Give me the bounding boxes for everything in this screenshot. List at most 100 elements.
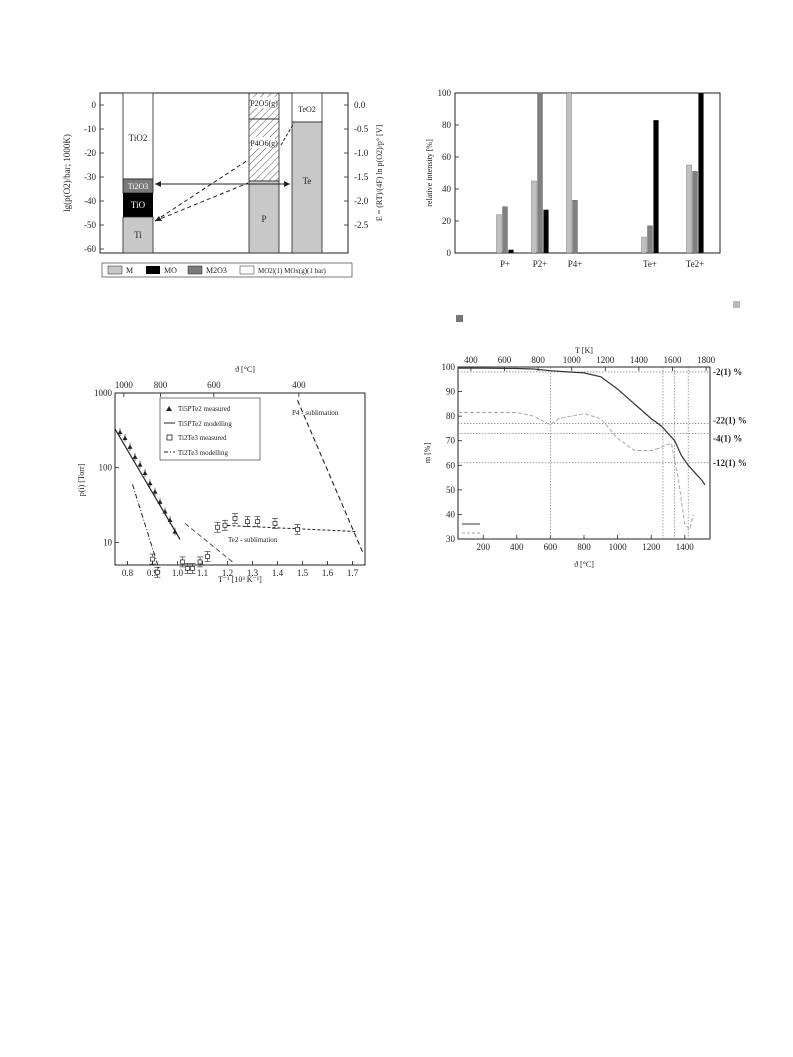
annotation: P4 - sublimation (292, 409, 339, 417)
tick-label: -1.0 (354, 148, 369, 158)
data-point (162, 508, 168, 514)
tga-figure: 200 400 600 800 1000 1200 1400 30 40 50 60 70 80 90 10… (423, 346, 747, 569)
data-point (150, 556, 155, 562)
bar (537, 92, 543, 254)
column-label: Ti2O3 (128, 182, 149, 191)
data-point (272, 521, 278, 526)
legend-label: MO2|(1) MOx(g)(1 bar) (258, 267, 327, 275)
top-tick-label: 1800 (697, 355, 716, 365)
plot-frame (99, 92, 349, 254)
category-label: P2+ (533, 259, 548, 269)
top-tick-label: 600 (498, 355, 512, 365)
y-axis-label: m [%] (423, 443, 432, 464)
tick-label: 0.0 (354, 100, 366, 110)
legend: Ti5PTe2 measured Ti5PTe2 modelling Ti2Te… (159, 397, 261, 461)
plot-frame (457, 366, 711, 540)
plot-frame (114, 392, 366, 566)
mass-loss-label: -12(1) % (713, 458, 747, 468)
legend-label: Ti5PTe2 modelling (178, 420, 232, 428)
bar (572, 200, 578, 254)
top-tick-label: 800 (154, 380, 168, 390)
marker-square (733, 301, 740, 308)
tio2-region (122, 92, 154, 180)
top-tick-label: 1200 (596, 355, 615, 365)
plot-frame (454, 92, 721, 254)
x-axis-label: T⁻¹ [10³ K⁻¹] (218, 575, 262, 584)
y-tick-label: 30 (446, 534, 456, 544)
data-point (197, 559, 203, 565)
data-point (205, 554, 210, 559)
column-label: TiO2 (129, 133, 148, 143)
x-tick-label: 1.1 (197, 568, 208, 578)
mass-loss-label: -2(1) % (713, 367, 742, 377)
tick-label: -1.5 (354, 172, 369, 182)
x-tick-label: 1.2 (222, 568, 233, 578)
x-tick-label: 200 (476, 542, 490, 552)
vapor-pressure-figure: 0.8 0.9 1.0 1.1 1.2 1.3 1.4 1.5 1.6 1.7 10 100 10001… (77, 365, 366, 584)
bar (531, 180, 537, 254)
bar (647, 225, 653, 254)
data-point (117, 429, 123, 435)
mass-loss-labels: -2(1) % -22(1) % -4(1) % -12(1) % (713, 367, 747, 468)
data-point (152, 489, 158, 494)
te2-sublimation-line (184, 523, 233, 563)
data-point (185, 566, 190, 571)
mass-curve (458, 367, 706, 486)
reaction-arrows (154, 122, 295, 222)
x-tick-label: 1.5 (297, 568, 309, 578)
data-point (295, 526, 300, 532)
bar (653, 120, 659, 254)
data-point (142, 470, 148, 476)
intensity-figure: 0 20 40 60 80 100 P+ P2+ P4+ Te+ Te2+ relative in… (425, 88, 721, 269)
data-point (167, 517, 173, 522)
bar (496, 214, 502, 254)
y-tick-label: 40 (442, 184, 452, 194)
bar (641, 236, 647, 254)
y-tick-label: 50 (446, 485, 456, 495)
tick-label: -30 (84, 172, 96, 182)
marker-square (456, 315, 463, 322)
bars (496, 92, 704, 254)
p-region (248, 180, 280, 254)
series-points (117, 428, 301, 578)
data-point (147, 480, 153, 486)
bar (502, 206, 508, 254)
y-tick-label: 70 (446, 436, 456, 446)
tio-region (123, 193, 153, 217)
column-label: P2O5(g) (250, 99, 278, 108)
x-tick-label: 0.8 (122, 568, 134, 578)
tick-label: -0.5 (354, 124, 369, 134)
y-tick-label: 20 (442, 216, 452, 226)
tick-label: -50 (84, 220, 96, 230)
tick-label: -60 (84, 244, 96, 254)
data-point (137, 462, 143, 467)
ti2te3-trend-line (222, 524, 358, 533)
data-point (122, 435, 128, 441)
x-tick-label: 0.9 (147, 568, 159, 578)
data-point (132, 454, 138, 459)
axes: 200 400 600 800 1000 1200 1400 30 40 50 60 70 80 90 10… (442, 355, 716, 552)
bar (686, 164, 692, 254)
y-axis: 0 20 40 60 80 100 (438, 88, 459, 258)
x-tick-label: 1.3 (247, 568, 259, 578)
mass-loss-label: -4(1) % (713, 433, 742, 443)
data-point (222, 522, 228, 528)
x-tick-label: 1.6 (322, 568, 334, 578)
top-axis-label: T [K] (575, 346, 593, 355)
te-region (291, 121, 323, 254)
x-tick-label: 800 (577, 542, 591, 552)
x-tick-label: 600 (544, 542, 558, 552)
y-tick-label: 100 (99, 463, 113, 473)
category-label: Te2+ (686, 259, 704, 269)
tick-label: -2.5 (354, 220, 369, 230)
category-label: Te+ (643, 259, 657, 269)
label-bg (251, 137, 275, 148)
y-tick-label: 10 (103, 537, 113, 547)
data-point (172, 529, 178, 534)
column-label: Ti (134, 230, 142, 240)
x-tick-label: 400 (510, 542, 524, 552)
x-tick-label: 1.0 (172, 568, 184, 578)
y-tick-label: 100 (438, 88, 452, 98)
x-axis-label: ϑ [°C] (574, 560, 594, 569)
te-column: TeO2 Te (291, 92, 323, 254)
